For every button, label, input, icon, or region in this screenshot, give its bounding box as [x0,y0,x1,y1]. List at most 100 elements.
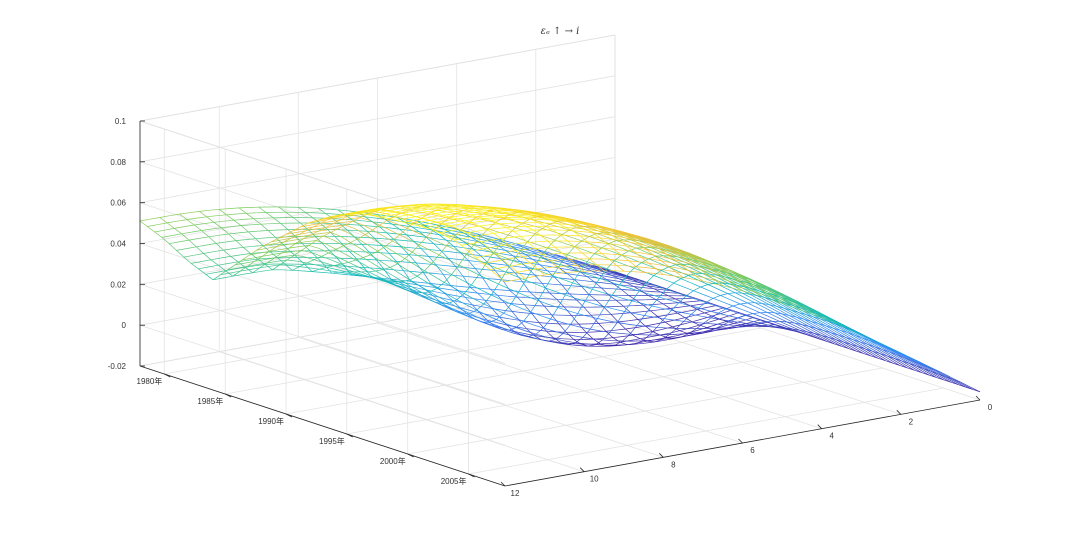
mesh-line-horizon [520,241,528,251]
mesh-line-horizon [386,210,394,213]
mesh-line-horizon [604,271,613,276]
mesh-line-horizon [664,245,672,250]
mesh-line-horizon [892,362,900,366]
mesh-line-year [505,226,516,228]
mesh-line-year [900,352,911,359]
mesh-line-year [443,233,454,238]
mesh-line-year [188,238,199,241]
mesh-line-horizon [631,279,640,283]
mesh-line-horizon [492,206,500,209]
mesh-line-year [607,320,618,323]
mesh-line-horizon [591,270,600,276]
mesh-line-horizon [720,293,728,296]
mesh-line-year [451,223,462,227]
mesh-line-horizon [950,381,959,385]
mesh-line-horizon [665,249,673,252]
mesh-line-horizon [655,255,664,257]
mesh-line-year [545,287,556,292]
mesh-line-horizon [529,216,538,220]
mesh-line-year [621,254,632,260]
mesh-line-horizon [364,216,373,223]
mesh-line-horizon [510,245,519,251]
mesh-line-year [462,302,473,306]
mesh-line-horizon [588,223,596,226]
mesh-line-horizon [472,304,480,314]
mesh-line-horizon [220,269,228,276]
mesh-line-year [393,269,404,272]
mesh-line-horizon [478,225,487,231]
mesh-line-horizon [466,232,474,237]
mesh-line-horizon [570,221,578,226]
mesh-line-year [453,208,464,211]
mesh-line-horizon [319,222,328,230]
mesh-line-horizon [638,282,647,286]
mesh-line-horizon [319,266,327,270]
mesh-line-year [835,331,846,338]
mesh-line-year [386,260,397,262]
mesh-line-horizon [371,276,379,279]
mesh-line-horizon [727,292,736,294]
mesh-line-year [818,331,829,338]
mesh-line-horizon [517,271,526,279]
mesh-line-horizon [877,357,886,361]
mesh-line-horizon [594,247,603,254]
mesh-line-year [281,251,292,254]
mesh-line-year [850,335,861,343]
mesh-line-horizon [238,207,247,214]
mesh-line-horizon [421,213,429,219]
mesh-line-horizon [344,213,352,216]
mesh-line-horizon [562,253,570,260]
mesh-line-horizon [330,228,339,233]
mesh-line-year [348,261,359,268]
horizon-tick-mark [500,481,506,487]
mesh-line-year [560,321,571,326]
mesh-line-horizon [669,328,677,335]
mesh-line-horizon [438,203,446,206]
mesh-line-horizon [181,233,190,241]
mesh-line-year [493,308,504,314]
mesh-line-horizon [272,264,280,271]
mesh-line-horizon [366,214,374,217]
mesh-line-year [279,264,290,266]
mesh-line-year [355,259,366,266]
mesh-line-horizon [321,252,329,257]
mesh-line-horizon [686,332,695,335]
mesh-line-year [510,264,521,267]
mesh-line-year [779,321,790,327]
mesh-line-horizon [257,258,266,265]
mesh-line-horizon [636,247,644,249]
mesh-line-horizon [866,336,874,341]
mesh-line-year [353,271,364,276]
mesh-line-year [235,266,246,270]
mesh-line-horizon [712,268,720,272]
mesh-line-horizon [785,296,793,302]
mesh-line-horizon [426,237,435,245]
mesh-line-year [423,242,434,245]
mesh-line-horizon [799,329,807,333]
mesh-line-horizon [684,317,693,323]
mesh-line-year [653,303,664,305]
mesh-line-horizon [354,236,363,245]
mesh-line-year [179,239,190,243]
mesh-line-horizon [753,317,762,321]
mesh-line-year [591,243,602,249]
mesh-line-year [542,271,553,277]
mesh-line-horizon [561,217,569,220]
mesh-line-year [456,232,467,236]
mesh-line-year [429,249,440,256]
mesh-line-year [891,354,902,362]
mesh-line-year [689,324,700,329]
mesh-line-horizon [401,246,410,255]
mesh-line-horizon [406,222,415,229]
year-tick-label: 1985年 [197,396,223,406]
mesh-line-horizon [886,345,894,350]
mesh-line-year [387,257,398,265]
mesh-line-year [235,239,246,241]
mesh-line-horizon [409,275,418,281]
mesh-line-year [592,338,603,341]
mesh-line-horizon [179,213,188,220]
mesh-line-horizon [253,218,262,225]
mesh-line-horizon [452,300,461,308]
mesh-line-horizon [750,278,759,284]
mesh-line-year [461,312,473,319]
